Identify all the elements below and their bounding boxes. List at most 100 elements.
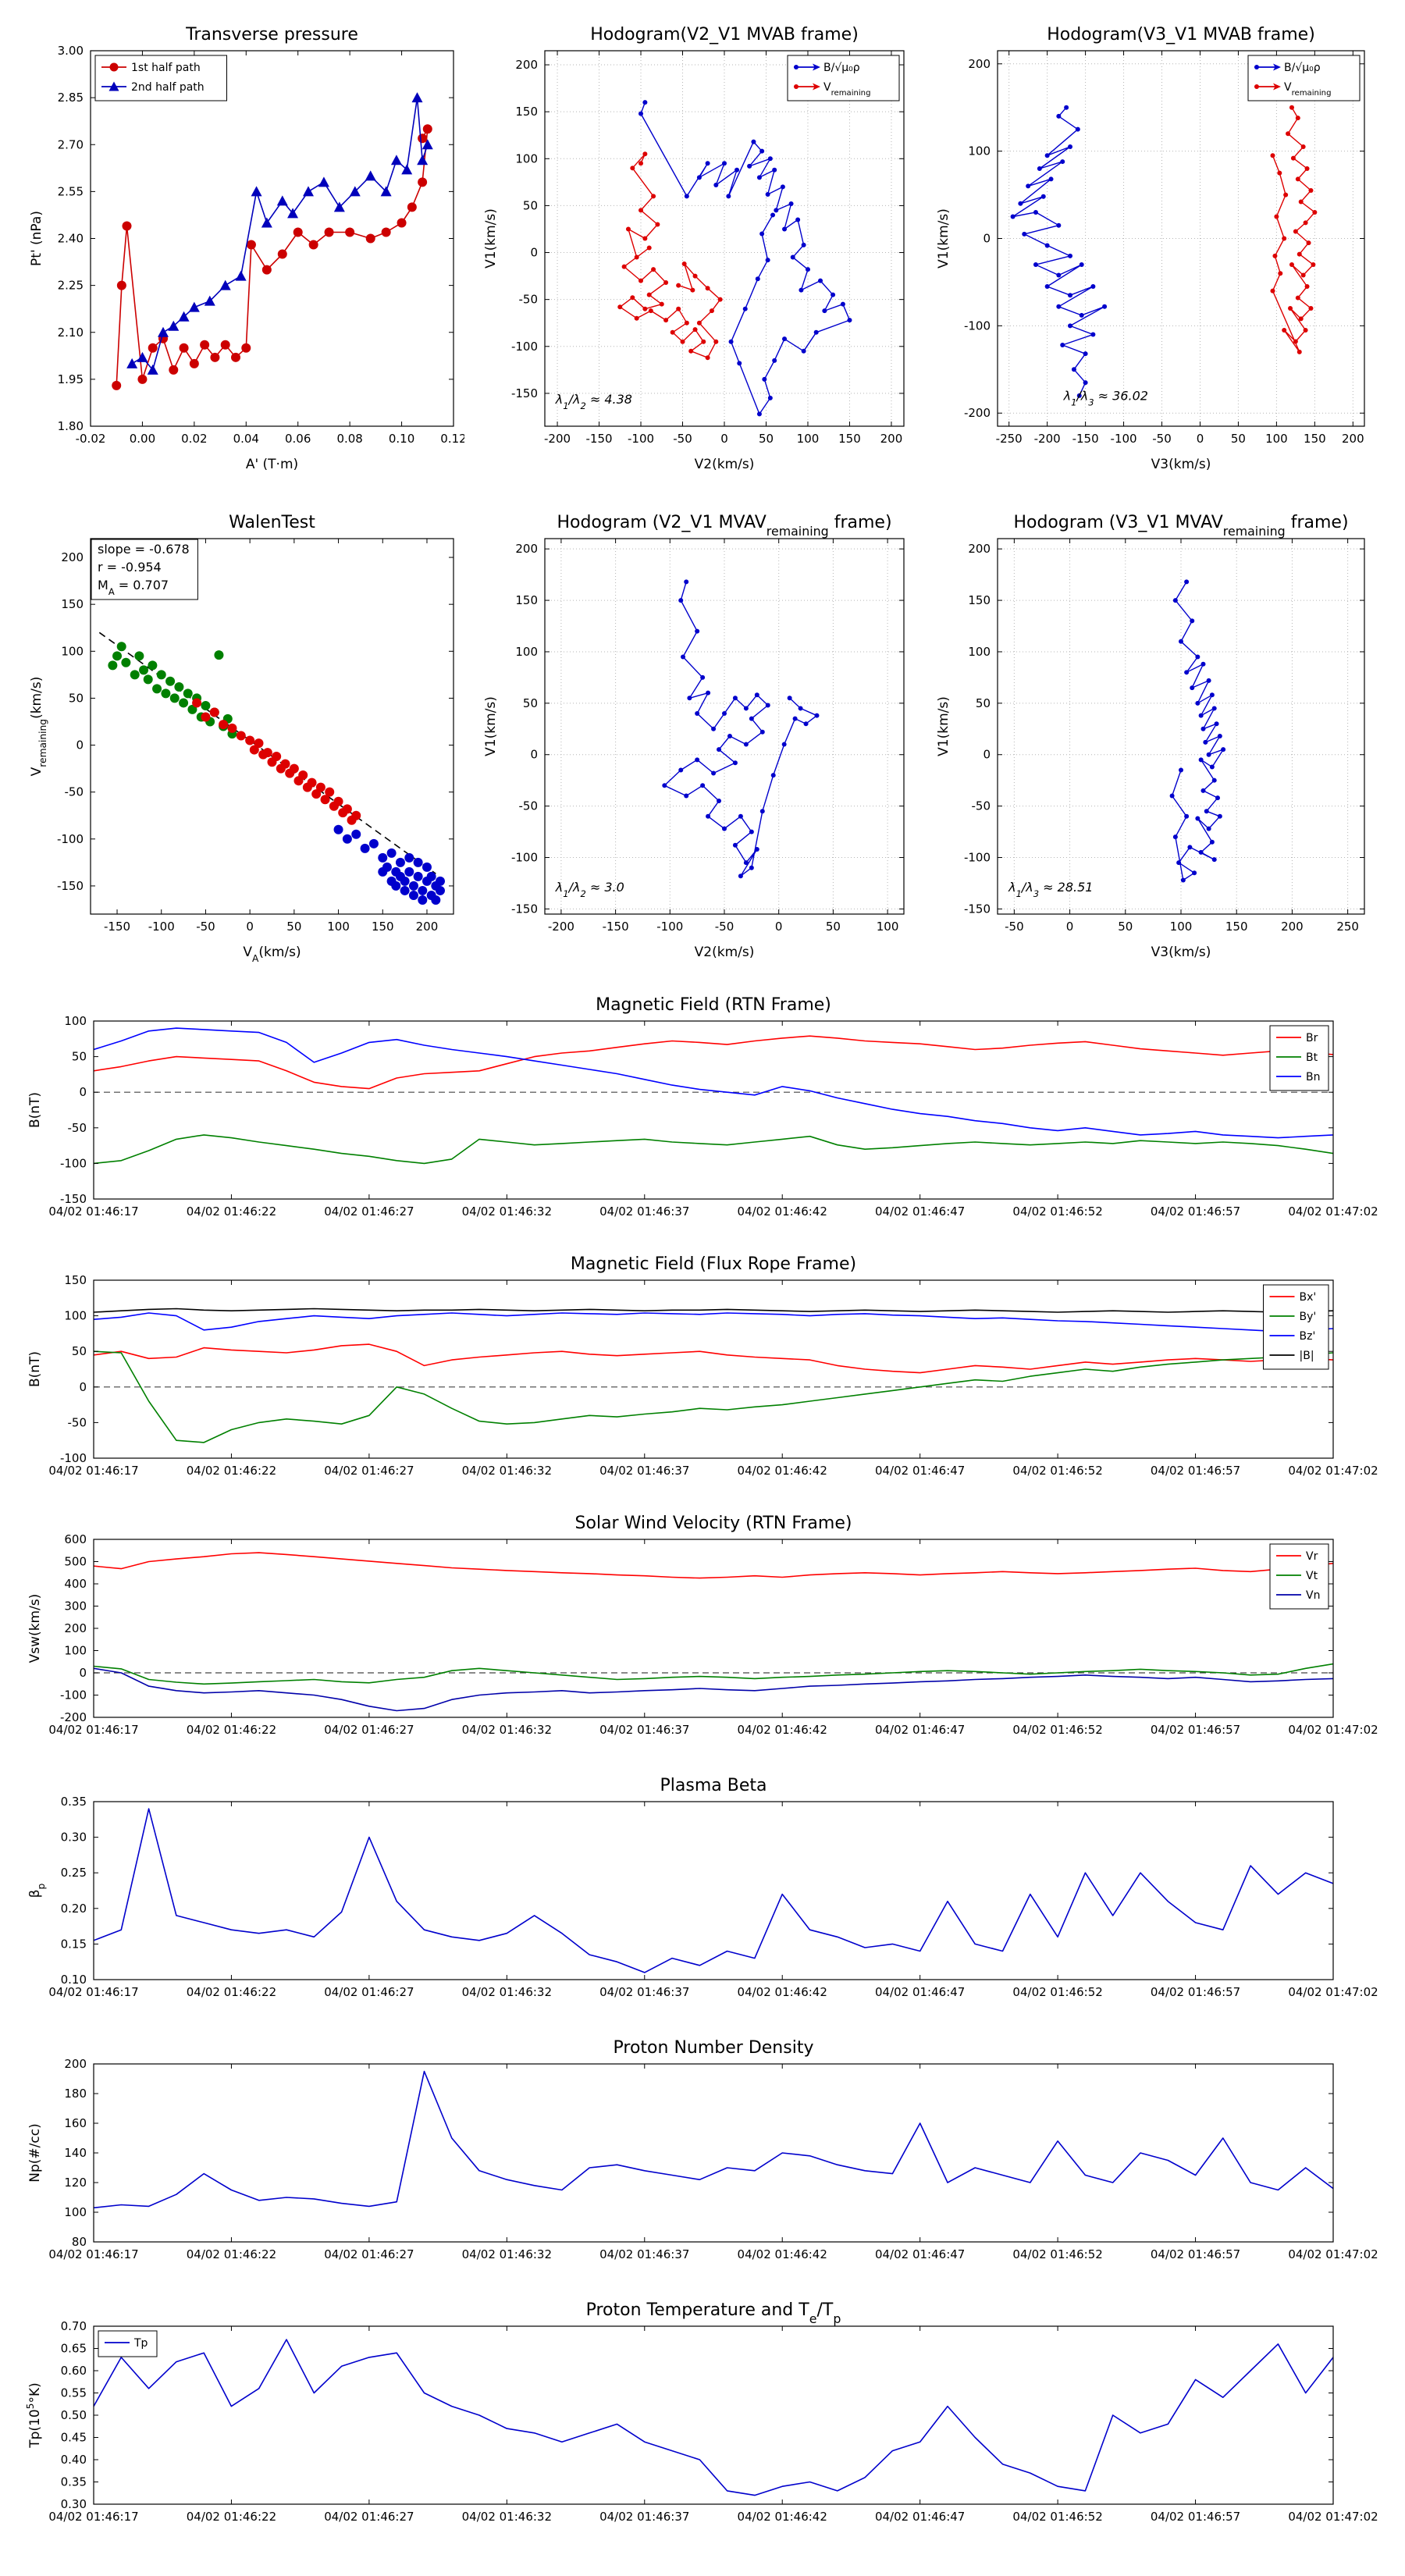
svg-text:0: 0: [720, 432, 728, 446]
svg-text:04/02 01:46:57: 04/02 01:46:57: [1151, 2510, 1240, 2524]
svg-text:0: 0: [775, 920, 783, 934]
svg-text:200: 200: [61, 550, 84, 564]
svg-text:04/02 01:46:22: 04/02 01:46:22: [187, 1464, 276, 1478]
svg-text:04/02 01:46:22: 04/02 01:46:22: [187, 1723, 276, 1737]
svg-text:0: 0: [530, 246, 538, 260]
svg-text:04/02 01:46:22: 04/02 01:46:22: [187, 2247, 276, 2261]
panel-hodogram-v3v1-mvav: -50 0 50 100 150 200 250 -150 -100 -50 0 50 100 150 20…: [930, 500, 1375, 964]
svg-text:0.08: 0.08: [336, 432, 362, 446]
svg-text:04/02 01:47:02: 04/02 01:47:02: [1288, 2247, 1378, 2261]
svg-text:50: 50: [72, 1050, 87, 1064]
svg-text:150: 150: [515, 105, 538, 119]
svg-text:200: 200: [1342, 432, 1364, 446]
panel-plasma-beta: 04/02 01:46:17 04/02 01:46:22 04/02 01:46:…: [22, 1766, 1383, 2023]
svg-text:V1(km/s): V1(km/s): [483, 696, 499, 756]
svg-text:04/02 01:46:17: 04/02 01:46:17: [48, 2247, 138, 2261]
svg-text:0.60: 0.60: [61, 2364, 87, 2378]
svg-text:100: 100: [1170, 920, 1193, 934]
svg-text:0.10: 0.10: [61, 1973, 87, 1987]
panel-mag-fluxrope: 04/02 01:46:17 04/02 01:46:22 04/02 01:46:…: [22, 1244, 1383, 1502]
svg-text:WalenTest: WalenTest: [229, 513, 315, 532]
svg-text:-50: -50: [1152, 432, 1172, 446]
svg-text:04/02 01:46:27: 04/02 01:46:27: [324, 2510, 414, 2524]
svg-text:04/02 01:46:47: 04/02 01:46:47: [875, 2510, 965, 2524]
chart-mag-rtn: 04/02 01:46:17 04/02 01:46:22 04/02 01:46:…: [27, 995, 1378, 1219]
svg-text:|B|: |B|: [1300, 1350, 1314, 1362]
chart-proton-density: 04/02 01:46:17 04/02 01:46:22 04/02 01:46:…: [27, 2038, 1378, 2261]
svg-text:50: 50: [523, 696, 538, 710]
svg-text:λ1/λ2 ≈ 4.38: λ1/λ2 ≈ 4.38: [555, 392, 632, 411]
svg-text:50: 50: [759, 432, 774, 446]
svg-text:100: 100: [61, 644, 84, 658]
svg-text:04/02 01:46:47: 04/02 01:46:47: [875, 1204, 965, 1219]
svg-text:04/02 01:46:22: 04/02 01:46:22: [187, 1985, 276, 1999]
svg-text:120: 120: [64, 2176, 87, 2190]
svg-text:100: 100: [1265, 432, 1288, 446]
panel-velocity-rtn: 04/02 01:46:17 04/02 01:46:22 04/02 01:46:…: [22, 1503, 1383, 1761]
svg-text:04/02 01:46:52: 04/02 01:46:52: [1012, 2247, 1102, 2261]
svg-text:-100: -100: [511, 340, 538, 354]
svg-text:04/02 01:46:52: 04/02 01:46:52: [1012, 1464, 1102, 1478]
svg-text:150: 150: [838, 432, 861, 446]
svg-text:100: 100: [64, 1644, 87, 1658]
svg-text:0: 0: [1197, 432, 1204, 446]
svg-text:100: 100: [515, 151, 538, 165]
chart-hodogram-v2v1-mvav: -200 -150 -100 -50 0 50 100 -150 -100 -50 0 50 100 15…: [483, 513, 905, 960]
svg-text:150: 150: [1225, 920, 1248, 934]
svg-text:-200: -200: [548, 920, 574, 934]
svg-text:0.06: 0.06: [285, 432, 311, 446]
svg-text:150: 150: [372, 920, 394, 934]
chart-plasma-beta: 04/02 01:46:17 04/02 01:46:22 04/02 01:46:…: [27, 1776, 1378, 1999]
svg-text:150: 150: [64, 1273, 87, 1287]
svg-text:400: 400: [64, 1577, 87, 1591]
svg-text:04/02 01:46:27: 04/02 01:46:27: [324, 1985, 414, 1999]
svg-text:250: 250: [1336, 920, 1359, 934]
svg-text:-100: -100: [148, 920, 175, 934]
panel-proton-temp: 04/02 01:46:17 04/02 01:46:22 04/02 01:46:…: [22, 2290, 1383, 2548]
svg-text:Br: Br: [1306, 1032, 1318, 1044]
svg-text:-200: -200: [544, 432, 571, 446]
svg-text:Plasma Beta: Plasma Beta: [660, 1776, 767, 1795]
svg-text:0.10: 0.10: [389, 432, 414, 446]
svg-text:0: 0: [246, 920, 254, 934]
svg-text:-150: -150: [57, 879, 84, 893]
svg-text:04/02 01:47:02: 04/02 01:47:02: [1288, 1985, 1378, 1999]
svg-text:-50: -50: [68, 1121, 87, 1135]
svg-text:04/02 01:46:32: 04/02 01:46:32: [462, 1204, 552, 1219]
chart-hodogram-v2v1-mvab: -200 -150 -100 -50 0 50 100 150 200 -150 -100 -50 0 5…: [483, 25, 905, 472]
svg-text:Proton Number Density: Proton Number Density: [614, 2038, 814, 2058]
svg-text:50: 50: [1118, 920, 1133, 934]
svg-text:04/02 01:46:57: 04/02 01:46:57: [1151, 2247, 1240, 2261]
chart-velocity-rtn: 04/02 01:46:17 04/02 01:46:22 04/02 01:46:…: [27, 1514, 1378, 1737]
svg-text:04/02 01:46:57: 04/02 01:46:57: [1151, 1464, 1240, 1478]
svg-text:Vr: Vr: [1306, 1550, 1318, 1563]
svg-text:0.00: 0.00: [130, 432, 155, 446]
svg-text:04/02 01:46:27: 04/02 01:46:27: [324, 1204, 414, 1219]
svg-text:B/√μ₀ρ: B/√μ₀ρ: [1284, 62, 1321, 74]
svg-text:180: 180: [64, 2087, 87, 2101]
svg-text:200: 200: [515, 58, 538, 72]
panel-walen-test: -150 -100 -50 0 50 100 150 200 -150 -100 -50 0 50 100…: [23, 500, 464, 964]
svg-text:Hodogram (V3_V1 MVAVremaining: Hodogram (V3_V1 MVAVremaining frame): [1013, 513, 1348, 539]
svg-text:2nd half path: 2nd half path: [131, 81, 205, 94]
svg-text:-200: -200: [60, 1710, 87, 1724]
chart-proton-temp: 04/02 01:46:17 04/02 01:46:22 04/02 01:46:…: [25, 2300, 1378, 2524]
panel-mag-rtn: 04/02 01:46:17 04/02 01:46:22 04/02 01:46:…: [22, 985, 1383, 1243]
svg-text:0: 0: [983, 232, 991, 246]
svg-text:04/02 01:46:52: 04/02 01:46:52: [1012, 1723, 1102, 1737]
svg-text:V3(km/s): V3(km/s): [1151, 945, 1211, 960]
svg-text:-100: -100: [57, 832, 84, 846]
panel-transverse-pressure: -0.02 0.00 0.02 0.04 0.06 0.08 0.10 0.12 1.80 1.9…: [23, 12, 464, 476]
svg-text:Magnetic Field (Flux Rope Fram: Magnetic Field (Flux Rope Frame): [571, 1254, 856, 1274]
svg-text:04/02 01:46:47: 04/02 01:46:47: [875, 1985, 965, 1999]
svg-text:2.10: 2.10: [58, 326, 84, 340]
svg-text:0.30: 0.30: [61, 1831, 87, 1845]
svg-text:0.20: 0.20: [61, 1902, 87, 1916]
svg-text:04/02 01:46:52: 04/02 01:46:52: [1012, 1985, 1102, 1999]
svg-text:Hodogram(V2_V1 MVAB frame): Hodogram(V2_V1 MVAB frame): [590, 25, 859, 44]
svg-text:-150: -150: [511, 902, 538, 916]
svg-text:Hodogram(V3_V1 MVAB frame): Hodogram(V3_V1 MVAB frame): [1047, 25, 1315, 44]
svg-text:V2(km/s): V2(km/s): [695, 457, 755, 472]
chart-hodogram-v3v1-mvav: -50 0 50 100 150 200 250 -150 -100 -50 0 50 100 150 20…: [936, 513, 1365, 960]
svg-text:600: 600: [64, 1532, 87, 1546]
